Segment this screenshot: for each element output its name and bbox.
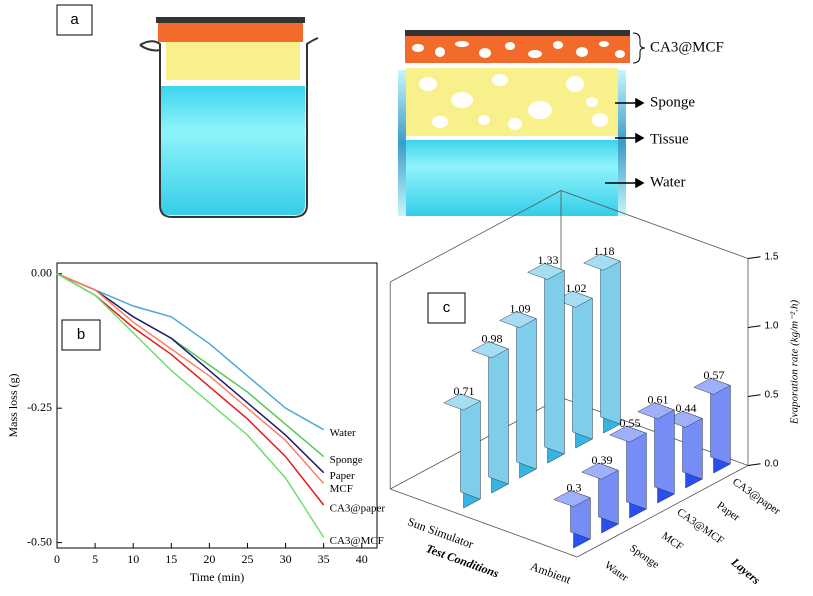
layer-label: Water [602, 559, 630, 584]
z-tick-label: 0.5 [765, 389, 779, 400]
x-tick-label: 40 [356, 552, 368, 566]
panel-a: a CA3@MCF Sponge Tissue Wa [56, 4, 724, 218]
layer-label: Sponge [627, 542, 661, 571]
line [56, 273, 325, 538]
series-label: Paper [330, 470, 355, 482]
panel-label: c [443, 299, 451, 316]
bar-side [600, 253, 621, 425]
bar-top [581, 462, 619, 480]
value-label: 0.61 [648, 393, 669, 407]
z-tick-label: 1.0 [765, 320, 779, 331]
layer-label: Paper [715, 500, 743, 524]
line [56, 273, 325, 474]
x-tick-label: 10 [127, 552, 139, 566]
x-axis-label: Time (min) [190, 570, 245, 584]
x-tick-label: 20 [203, 552, 215, 566]
bar-top [499, 311, 537, 328]
x-tick-label: 25 [241, 552, 253, 566]
z-tick [747, 394, 761, 397]
value-label: 0.71 [454, 384, 475, 398]
value-label: 1.18 [594, 244, 615, 258]
value-label: 0.44 [676, 401, 697, 415]
arrows [605, 97, 645, 189]
bar-top [527, 263, 565, 280]
value-label: 0.98 [482, 332, 503, 346]
line [56, 273, 325, 506]
bar-side [516, 311, 537, 470]
bar-top [637, 402, 675, 420]
layer-label: Sponge [650, 94, 695, 110]
tissue-edge [398, 70, 406, 216]
value-label: 0.3 [567, 480, 582, 494]
bar-side [488, 341, 509, 485]
brace [632, 32, 646, 64]
bar-top [693, 378, 731, 395]
series-label: Sponge [330, 454, 363, 466]
z-axis-label: Evaporation rate (kg/m⁻².h) [789, 300, 801, 426]
layer [405, 30, 630, 36]
value-label: 1.02 [566, 281, 587, 295]
plot-frame [56, 262, 378, 549]
box-edge [390, 190, 562, 283]
series-label: CA3@MCF [330, 535, 384, 547]
pores [412, 41, 625, 58]
bar-top [553, 490, 591, 507]
z-tick [747, 463, 761, 466]
value-label: 1.33 [538, 253, 559, 267]
y-tick-label: 0.00 [31, 266, 52, 280]
bar-side [572, 290, 593, 440]
bar-side [544, 263, 565, 455]
series-label: MCF [330, 483, 353, 495]
layer-label: CA3@MCF [650, 39, 724, 55]
box-edge [577, 465, 749, 558]
beaker [139, 37, 319, 218]
x-tick-label: 30 [280, 552, 292, 566]
layer-label: Water [650, 174, 685, 190]
z-tick [747, 256, 761, 259]
box-edge [560, 190, 749, 259]
panel-label: a [70, 11, 79, 28]
x-tick-label: 15 [165, 552, 177, 566]
y-tick-label: -0.50 [27, 534, 52, 548]
series-label: Water [330, 427, 356, 439]
panel-label-box [427, 292, 466, 324]
line [56, 273, 325, 431]
value-label: 1.09 [510, 301, 531, 315]
layer [158, 22, 303, 42]
water [406, 140, 618, 216]
value-label: 0.55 [620, 416, 641, 430]
layer-label: MCF [659, 530, 685, 553]
z-tick-label: 1.5 [765, 251, 779, 262]
bar-top [609, 425, 647, 443]
line [56, 273, 325, 484]
z-tick-label: 0.0 [765, 458, 779, 469]
line [56, 273, 325, 458]
bar-top [443, 393, 481, 411]
value-label: 0.57 [704, 368, 725, 382]
z-tick [747, 325, 761, 328]
x-tick-label: 35 [318, 552, 330, 566]
water [160, 86, 305, 215]
bar-top [471, 341, 509, 359]
panel-label-box [61, 319, 101, 351]
y-axis-label: Layers [728, 554, 764, 587]
category-label: Ambient [528, 559, 573, 587]
x-tick-label: 5 [92, 552, 98, 566]
pores [419, 74, 608, 130]
y-axis-label: Mass loss (g) [6, 373, 20, 437]
box-edge [390, 488, 578, 558]
bar-top [583, 253, 621, 271]
layer [166, 42, 300, 80]
x-tick-label: 0 [54, 552, 60, 566]
beaker [139, 44, 161, 52]
y-tick-label: -0.25 [27, 400, 52, 414]
panel-label-box [56, 4, 93, 36]
tissue-edge [618, 70, 626, 216]
value-label: 0.39 [592, 453, 613, 467]
panel-label: b [77, 326, 85, 343]
series-label: CA3@paper [330, 503, 386, 515]
layer-label: Tissue [650, 131, 689, 147]
layer [156, 17, 305, 23]
